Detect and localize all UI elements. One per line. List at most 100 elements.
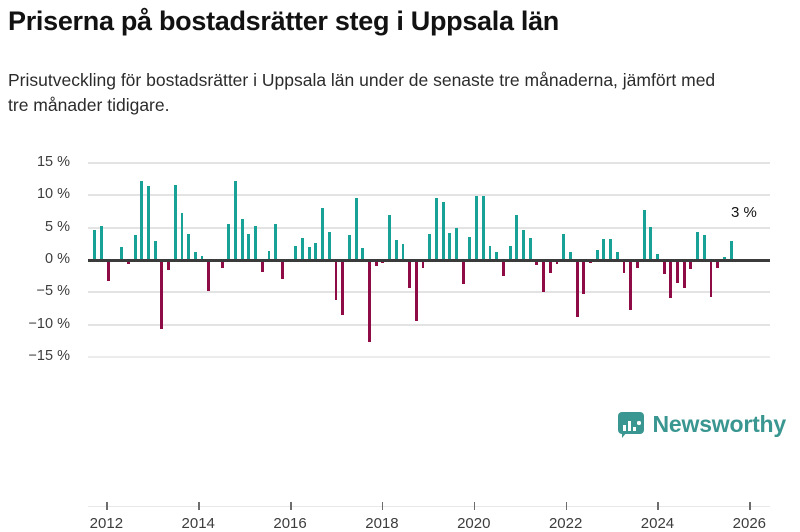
bar	[669, 260, 673, 299]
bar	[649, 227, 653, 260]
bar	[220, 260, 224, 268]
bar	[689, 260, 693, 270]
bar	[461, 260, 465, 284]
bar	[676, 260, 679, 284]
bar	[542, 260, 546, 292]
bar	[656, 253, 659, 260]
bar	[548, 260, 552, 273]
bar	[568, 251, 572, 260]
x-tick-label: 2022	[548, 515, 583, 532]
bar	[307, 247, 311, 260]
y-tick-label: −10 %	[28, 315, 70, 332]
bar	[133, 235, 137, 260]
x-tick	[749, 502, 751, 510]
bar	[414, 260, 418, 322]
x-axis-line	[88, 506, 770, 507]
gridline--10	[88, 323, 770, 326]
bar	[515, 215, 519, 260]
bar	[361, 248, 365, 260]
bar	[368, 260, 371, 343]
y-tick-label: 0 %	[45, 251, 70, 267]
bar	[234, 181, 237, 260]
x-tick	[381, 502, 384, 510]
x-tick	[290, 502, 292, 510]
bar	[455, 227, 458, 260]
bar	[475, 196, 479, 260]
bar	[140, 180, 144, 260]
bar	[589, 260, 592, 264]
bar-series	[0, 150, 800, 380]
bar	[247, 233, 251, 260]
bar	[187, 233, 191, 260]
gridline--15	[88, 355, 770, 358]
bar	[280, 260, 284, 280]
bar	[722, 257, 726, 260]
bar	[314, 243, 318, 260]
bar	[327, 232, 331, 260]
bar	[488, 245, 492, 260]
x-tick	[198, 502, 200, 510]
bar	[535, 260, 539, 266]
bar	[321, 208, 325, 260]
x-tick	[473, 502, 476, 510]
bar	[408, 260, 412, 289]
bar	[388, 214, 391, 260]
bar	[341, 260, 345, 315]
gridline--5	[88, 291, 770, 294]
bar	[254, 226, 258, 260]
bar	[120, 247, 124, 260]
bar	[528, 238, 532, 260]
bar	[294, 245, 298, 260]
bar	[374, 260, 378, 267]
bar	[274, 224, 278, 260]
brand-name: Newsworthy	[652, 411, 787, 437]
bar	[301, 238, 304, 260]
bar	[575, 260, 579, 318]
gridline-15	[88, 162, 770, 165]
bar	[595, 250, 599, 260]
bar	[642, 210, 646, 260]
bar	[106, 260, 110, 282]
bar	[709, 260, 713, 297]
bar	[126, 260, 130, 264]
gridline-0	[88, 259, 770, 262]
bar	[434, 197, 438, 260]
bar	[173, 185, 177, 260]
x-tick	[565, 502, 568, 510]
bar	[682, 260, 686, 289]
page-title: Priserna på bostadsrätter steg i Uppsala…	[8, 6, 559, 36]
y-tick-label: 15 %	[36, 154, 70, 171]
x-tick-label: 2016	[273, 515, 307, 532]
bar	[153, 241, 157, 260]
bar	[582, 260, 586, 294]
bar	[260, 260, 264, 272]
bar	[421, 260, 425, 269]
bar	[200, 256, 204, 260]
bar	[347, 235, 351, 260]
y-tick-label: 5 %	[45, 218, 70, 235]
gridline-5	[88, 226, 770, 229]
bar	[401, 243, 405, 260]
bar	[562, 234, 566, 260]
bar	[481, 196, 485, 260]
page-subtitle: Prisutveckling för bostadsrätter i Uppsa…	[8, 70, 716, 115]
bar	[716, 260, 720, 268]
bar-chart-speech-bubble-icon	[617, 411, 644, 438]
bar	[508, 246, 512, 260]
y-tick-label: −5 %	[36, 283, 70, 300]
bar	[609, 239, 613, 260]
y-tick-label: 10 %	[36, 186, 70, 203]
bar	[207, 260, 211, 291]
bar	[240, 219, 244, 260]
bar	[167, 260, 170, 270]
x-tick-label: 2012	[89, 515, 124, 532]
bar	[696, 232, 700, 260]
bar	[334, 260, 338, 301]
chart-page: Priserna på bostadsrätter steg i Uppsala…	[0, 6, 800, 532]
bar	[615, 252, 619, 260]
x-tick-label: 2020	[457, 515, 491, 532]
bar	[93, 230, 97, 260]
bar	[622, 260, 626, 273]
bar	[100, 226, 104, 260]
bar	[428, 234, 432, 260]
